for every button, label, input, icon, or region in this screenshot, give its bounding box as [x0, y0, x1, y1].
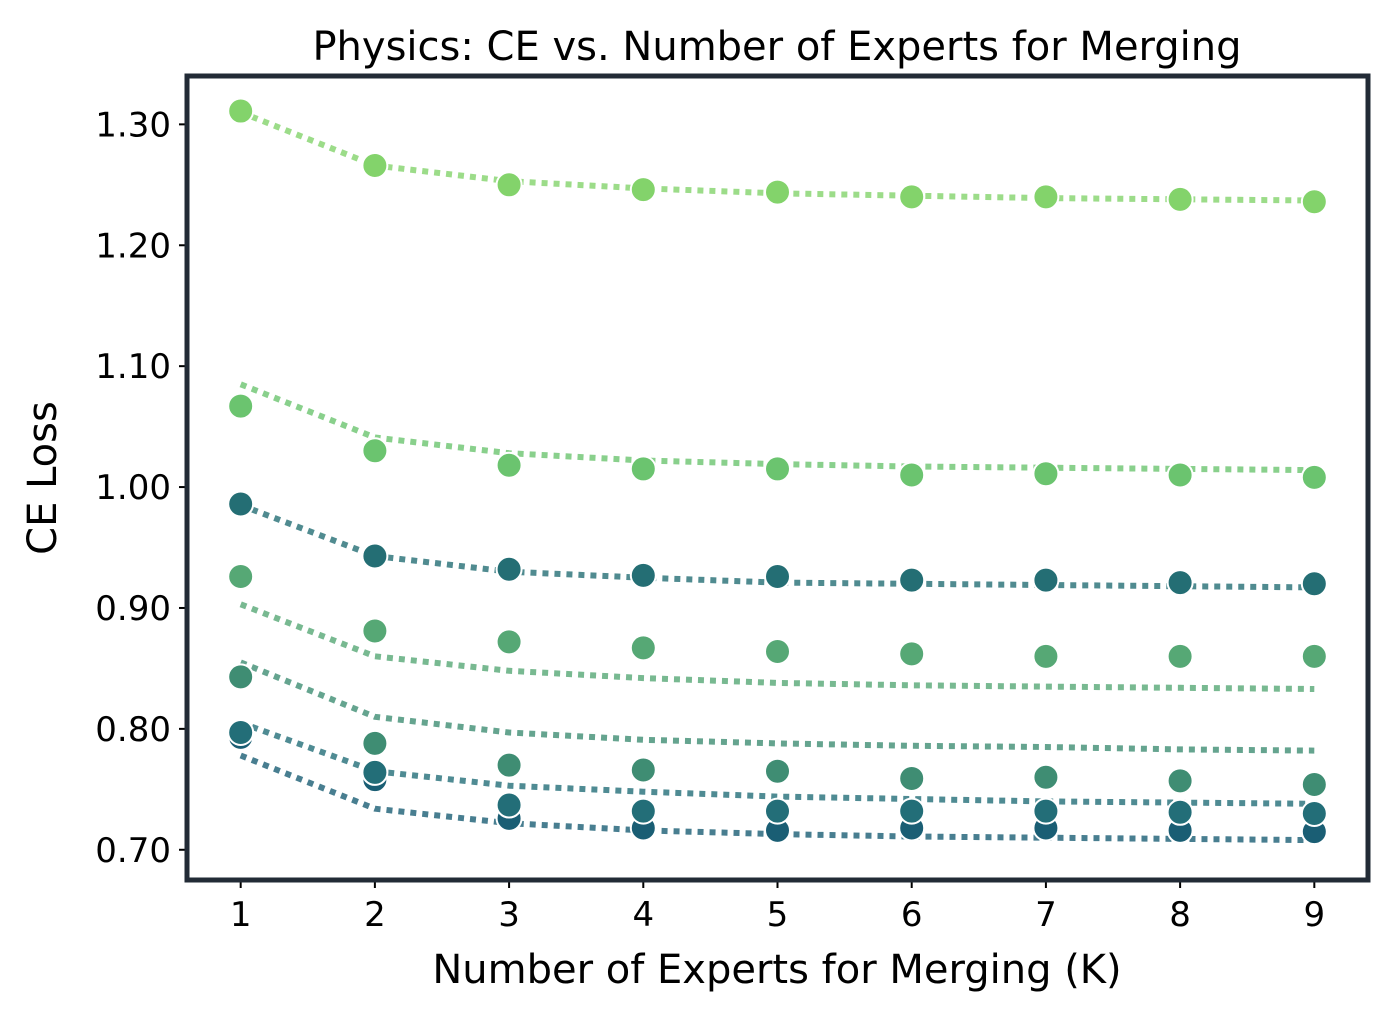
data-point-series-6	[764, 455, 791, 483]
data-point-series-2	[764, 797, 791, 825]
data-point-series-7	[898, 183, 926, 211]
data-point-series-2	[361, 758, 389, 786]
data-point-series-5	[495, 628, 523, 656]
x-tick-label: 2	[364, 895, 386, 935]
data-point-series-5	[1300, 642, 1328, 670]
data-point-series-6	[1032, 460, 1060, 488]
data-point-series-7	[1300, 188, 1328, 216]
x-tick-label: 4	[632, 895, 654, 935]
y-tick-label: 1.10	[95, 347, 171, 387]
axis-ticks: 0.70 0.80 0.90 1.00 1.10 1.20 1.30 1 2 3 4 5 6 7 8 9	[95, 105, 1325, 935]
data-point-series-2	[898, 797, 926, 825]
data-point-series-2	[495, 791, 523, 819]
x-tick-label: 6	[901, 895, 923, 935]
data-point-series-4	[898, 764, 926, 792]
data-point-series-2	[1032, 797, 1060, 825]
data-point-series-3	[1166, 569, 1194, 597]
x-tick-label: 3	[498, 895, 520, 935]
data-point-series-5	[1032, 642, 1060, 670]
data-point-series-7	[361, 151, 389, 179]
data-point-series-4	[629, 756, 657, 784]
x-tick-label: 1	[230, 895, 252, 935]
data-point-series-4	[1300, 770, 1328, 798]
data-point-series-6	[495, 451, 523, 479]
data-point-series-3	[1032, 566, 1060, 594]
data-point-series-4	[495, 751, 523, 779]
data-point-series-4	[361, 729, 389, 757]
data-point-series-6	[898, 461, 926, 489]
data-point-series-7	[495, 171, 523, 199]
data-point-series-5	[764, 637, 791, 665]
y-tick-label: 1.20	[95, 226, 171, 266]
data-point-series-7	[1032, 183, 1060, 211]
plot-frame	[184, 73, 1371, 883]
fit-lines	[239, 109, 1315, 844]
data-point-series-6	[361, 437, 389, 465]
data-point-series-7	[1166, 185, 1194, 213]
data-point-series-3	[361, 542, 389, 570]
data-point-series-4	[1032, 763, 1060, 791]
data-point-series-7	[629, 176, 657, 204]
x-tick-label: 7	[1035, 895, 1057, 935]
data-point-series-4	[227, 663, 255, 691]
y-tick-label: 0.70	[95, 831, 171, 871]
data-point-series-5	[1166, 642, 1194, 670]
data-point-series-6	[1166, 461, 1194, 489]
data-points	[227, 97, 1328, 846]
y-tick-label: 1.00	[95, 468, 171, 508]
y-axis-label: CE Loss	[20, 401, 66, 555]
y-tick-label: 1.30	[95, 105, 171, 145]
data-point-series-3	[227, 490, 255, 518]
x-tick-label: 9	[1303, 895, 1325, 935]
chart-title: Physics: CE vs. Number of Experts for Me…	[312, 24, 1241, 70]
data-point-series-3	[629, 561, 657, 589]
fit-line-series-4	[239, 659, 1315, 754]
data-point-series-4	[764, 757, 791, 785]
data-point-series-5	[227, 563, 255, 591]
x-tick-label: 8	[1169, 895, 1191, 935]
data-point-series-7	[764, 178, 791, 206]
data-point-series-6	[629, 455, 657, 483]
x-tick-label: 5	[767, 895, 789, 935]
data-point-series-3	[898, 566, 926, 594]
data-point-series-5	[629, 634, 657, 662]
data-point-series-4	[1166, 767, 1194, 795]
fit-line-series-5	[239, 601, 1315, 692]
data-point-series-5	[361, 617, 389, 645]
data-point-series-5	[898, 640, 926, 668]
data-point-series-6	[227, 392, 255, 420]
data-point-series-3	[495, 555, 523, 583]
data-point-series-6	[1300, 463, 1328, 491]
fit-line-series-2	[239, 719, 1315, 807]
data-point-series-2	[227, 718, 255, 746]
data-point-series-7	[227, 97, 255, 125]
y-tick-label: 0.80	[95, 710, 171, 750]
y-tick-label: 0.90	[95, 589, 171, 629]
data-point-series-3	[764, 563, 791, 591]
data-point-series-2	[1166, 798, 1194, 826]
data-point-series-2	[1300, 800, 1328, 828]
fit-line-series-3	[239, 502, 1315, 591]
data-point-series-2	[629, 797, 657, 825]
x-axis-label: Number of Experts for Merging (K)	[432, 947, 1121, 993]
fit-line-series-1	[239, 752, 1315, 844]
data-point-series-3	[1300, 570, 1328, 598]
